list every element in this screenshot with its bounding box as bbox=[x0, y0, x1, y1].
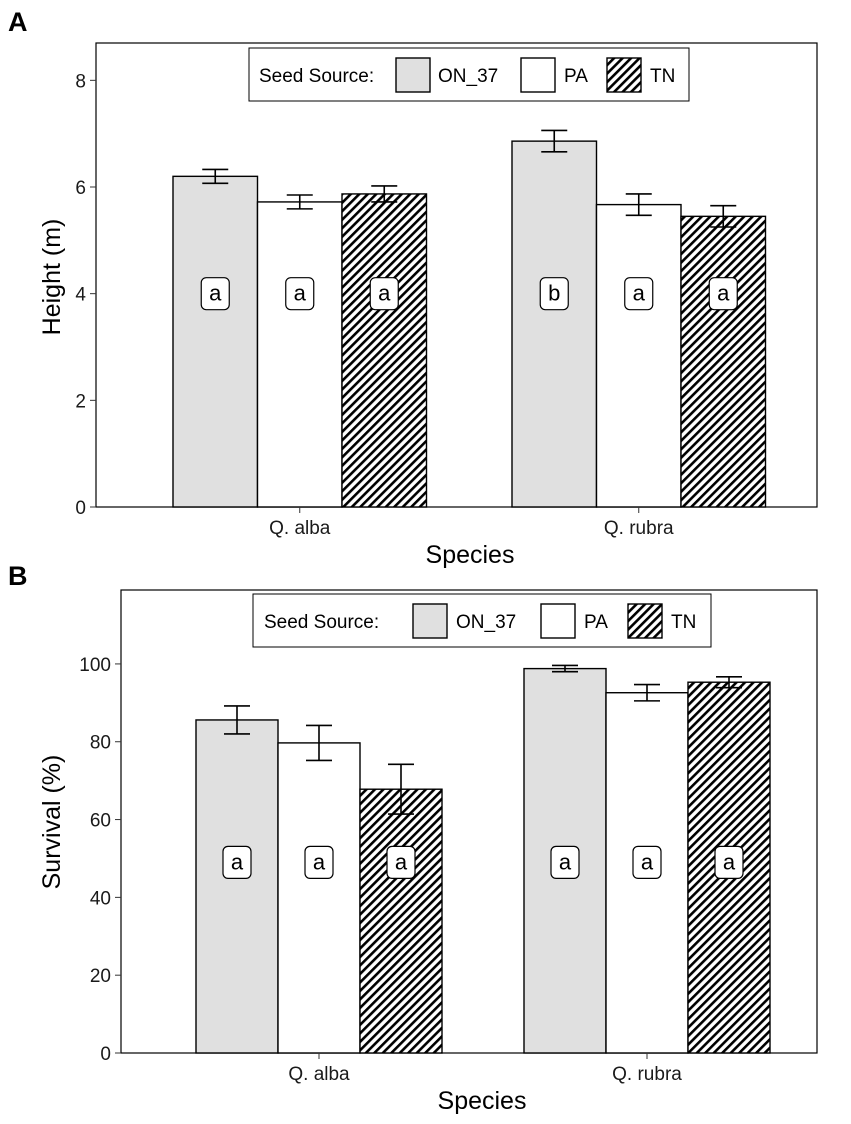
panel-b-y-tick-label: 20 bbox=[90, 966, 111, 987]
panel-b-legend-label-tn: TN bbox=[671, 612, 696, 633]
panel-b-letter-box-on37-qrubra bbox=[550, 845, 580, 879]
panel-b-legend: Seed Source: ON_37 PA TN bbox=[252, 593, 712, 648]
panel-a-y-tick-label: 2 bbox=[75, 391, 86, 412]
panel-a-bar-on37-qalba bbox=[172, 175, 259, 508]
panel-a-letter-box-on37-qrubra bbox=[539, 277, 569, 311]
panel-a-legend: Seed Source: ON_37 PA TN bbox=[248, 47, 690, 102]
panel-b-letter-box-pa-qalba bbox=[304, 845, 334, 879]
panel-a-error-bar-on37-qrubra bbox=[541, 129, 568, 153]
panel-b-x-tick-label: Q. alba bbox=[288, 1064, 350, 1085]
panel-b-error-bar-tn-qrubra bbox=[716, 675, 742, 689]
panel-b-error-bar-pa-qalba bbox=[306, 724, 332, 762]
panel-b-y-tick-label: 0 bbox=[100, 1044, 111, 1065]
panel-b-y-axis: 0 20 40 60 80 100 bbox=[79, 655, 121, 1065]
panel-b-y-axis-title: Survival (%) bbox=[38, 755, 66, 890]
panel-b-legend-swatch-tn bbox=[627, 603, 663, 639]
panel-a-legend-label-pa: PA bbox=[564, 66, 588, 87]
panel-b-x-tick-label: Q. rubra bbox=[612, 1064, 682, 1085]
panel-b-letter-box-on37-qalba bbox=[222, 845, 252, 879]
panel-a-error-bar-tn-qrubra bbox=[710, 204, 737, 228]
panel-a-x-axis-title: Species bbox=[426, 541, 515, 569]
panel-a-error-bar-pa-qalba bbox=[286, 194, 313, 210]
panel-a-legend-swatch-on37 bbox=[395, 57, 431, 93]
panel-b-letter-tn-qalba: a bbox=[395, 849, 408, 874]
panel-a-x-tick-label: Q. alba bbox=[269, 518, 331, 539]
panel-b-bar-on37-qalba bbox=[195, 719, 279, 1054]
panel-a-y-tick-label: 8 bbox=[75, 71, 86, 92]
panel-b: B 0 20 40 60 80 100 a a a a a a Q. alba Q. rubra Sp… bbox=[8, 561, 818, 1115]
panel-b-y-tick-label: 60 bbox=[90, 811, 111, 832]
panel-b-x-axis: Q. alba Q. rubra bbox=[288, 1053, 682, 1085]
panel-b-letter-on37-qrubra: a bbox=[559, 849, 572, 874]
panel-a-letter-tn-qrubra: a bbox=[717, 281, 730, 306]
panel-a-legend-swatch-tn bbox=[606, 57, 642, 93]
panel-a-legend-label-on37: ON_37 bbox=[438, 66, 498, 87]
panel-b-label: B bbox=[8, 561, 28, 591]
panel-b-y-tick-label: 40 bbox=[90, 888, 111, 909]
panel-b-error-bar-on37-qrubra bbox=[552, 664, 578, 673]
panel-b-error-bar-on37-qalba bbox=[224, 705, 250, 735]
panel-a-bar-pa-qrubra bbox=[595, 203, 682, 508]
panel-b-legend-label-pa: PA bbox=[584, 612, 608, 633]
panel-b-letter-box-tn-qrubra bbox=[714, 845, 744, 879]
panel-b-letter-on37-qalba: a bbox=[231, 849, 244, 874]
panel-a-x-axis: Q. alba Q. rubra bbox=[269, 507, 674, 539]
panel-a-letter-box-pa-qalba bbox=[285, 277, 315, 311]
panel-a-error-bar-pa-qrubra bbox=[625, 193, 652, 217]
panel-a-bar-tn-qalba bbox=[341, 193, 428, 508]
panel-b-legend-label-on37: ON_37 bbox=[456, 612, 516, 633]
panel-b-legend-swatch-pa bbox=[540, 603, 576, 639]
panel-b-legend-swatch-on37 bbox=[412, 603, 448, 639]
panel-a-x-tick-label: Q. rubra bbox=[604, 518, 674, 539]
panel-a-letter-box-tn-qrubra bbox=[708, 277, 738, 311]
panel-a-legend-title: Seed Source: bbox=[259, 66, 374, 87]
panel-a-letter-box-tn-qalba bbox=[369, 277, 399, 311]
panel-a-letter-on37-qalba: a bbox=[209, 281, 222, 306]
panel-b-error-bar-pa-qrubra bbox=[634, 683, 660, 702]
panel-b-x-axis-title: Species bbox=[438, 1087, 527, 1115]
panel-b-letter-tn-qrubra: a bbox=[723, 849, 736, 874]
panel-b-bar-pa-qalba bbox=[277, 742, 361, 1054]
panel-a-letter-box-on37-qalba bbox=[200, 277, 230, 311]
panel-a-label: A bbox=[8, 7, 28, 37]
panel-a-bar-on37-qrubra bbox=[511, 140, 598, 508]
panel-a-letter-pa-qalba: a bbox=[294, 281, 307, 306]
panel-a-legend-label-tn: TN bbox=[650, 66, 675, 87]
panel-a-letter-on37-qrubra: b bbox=[548, 281, 560, 306]
panel-a-letter-pa-qrubra: a bbox=[633, 281, 646, 306]
panel-b-y-tick-label: 80 bbox=[90, 733, 111, 754]
panel-a-bar-tn-qrubra bbox=[680, 215, 767, 508]
panel-b-letter-box-pa-qrubra bbox=[632, 845, 662, 879]
panel-a-y-tick-label: 4 bbox=[75, 285, 86, 306]
panel-b-error-bar-tn-qalba bbox=[388, 763, 414, 815]
panel-a-y-tick-label: 6 bbox=[75, 178, 86, 199]
panel-b-legend-title: Seed Source: bbox=[264, 612, 379, 633]
panel-a-bar-pa-qalba bbox=[256, 201, 343, 508]
panel-a-legend-swatch-pa bbox=[520, 57, 556, 93]
panel-a-letter-box-pa-qrubra bbox=[624, 277, 654, 311]
panel-a-error-bar-on37-qalba bbox=[202, 168, 229, 185]
panel-b-y-tick-label: 100 bbox=[79, 655, 111, 676]
panel-b-bar-tn-qalba bbox=[359, 788, 443, 1054]
panel-a-y-tick-label: 0 bbox=[75, 498, 86, 519]
panel-a-y-axis: 0 2 4 6 8 bbox=[75, 71, 96, 519]
panel-a-error-bar-tn-qalba bbox=[371, 185, 398, 203]
panel-a: A 0 2 4 6 8 a a a b a a Q. alba Q. rubra Species H… bbox=[8, 7, 818, 569]
panel-b-letter-box-tn-qalba bbox=[386, 845, 416, 879]
panel-a-y-axis-title: Height (m) bbox=[38, 219, 66, 336]
panel-b-letter-pa-qalba: a bbox=[313, 849, 326, 874]
panel-a-letter-tn-qalba: a bbox=[378, 281, 391, 306]
panel-b-letter-pa-qrubra: a bbox=[641, 849, 654, 874]
